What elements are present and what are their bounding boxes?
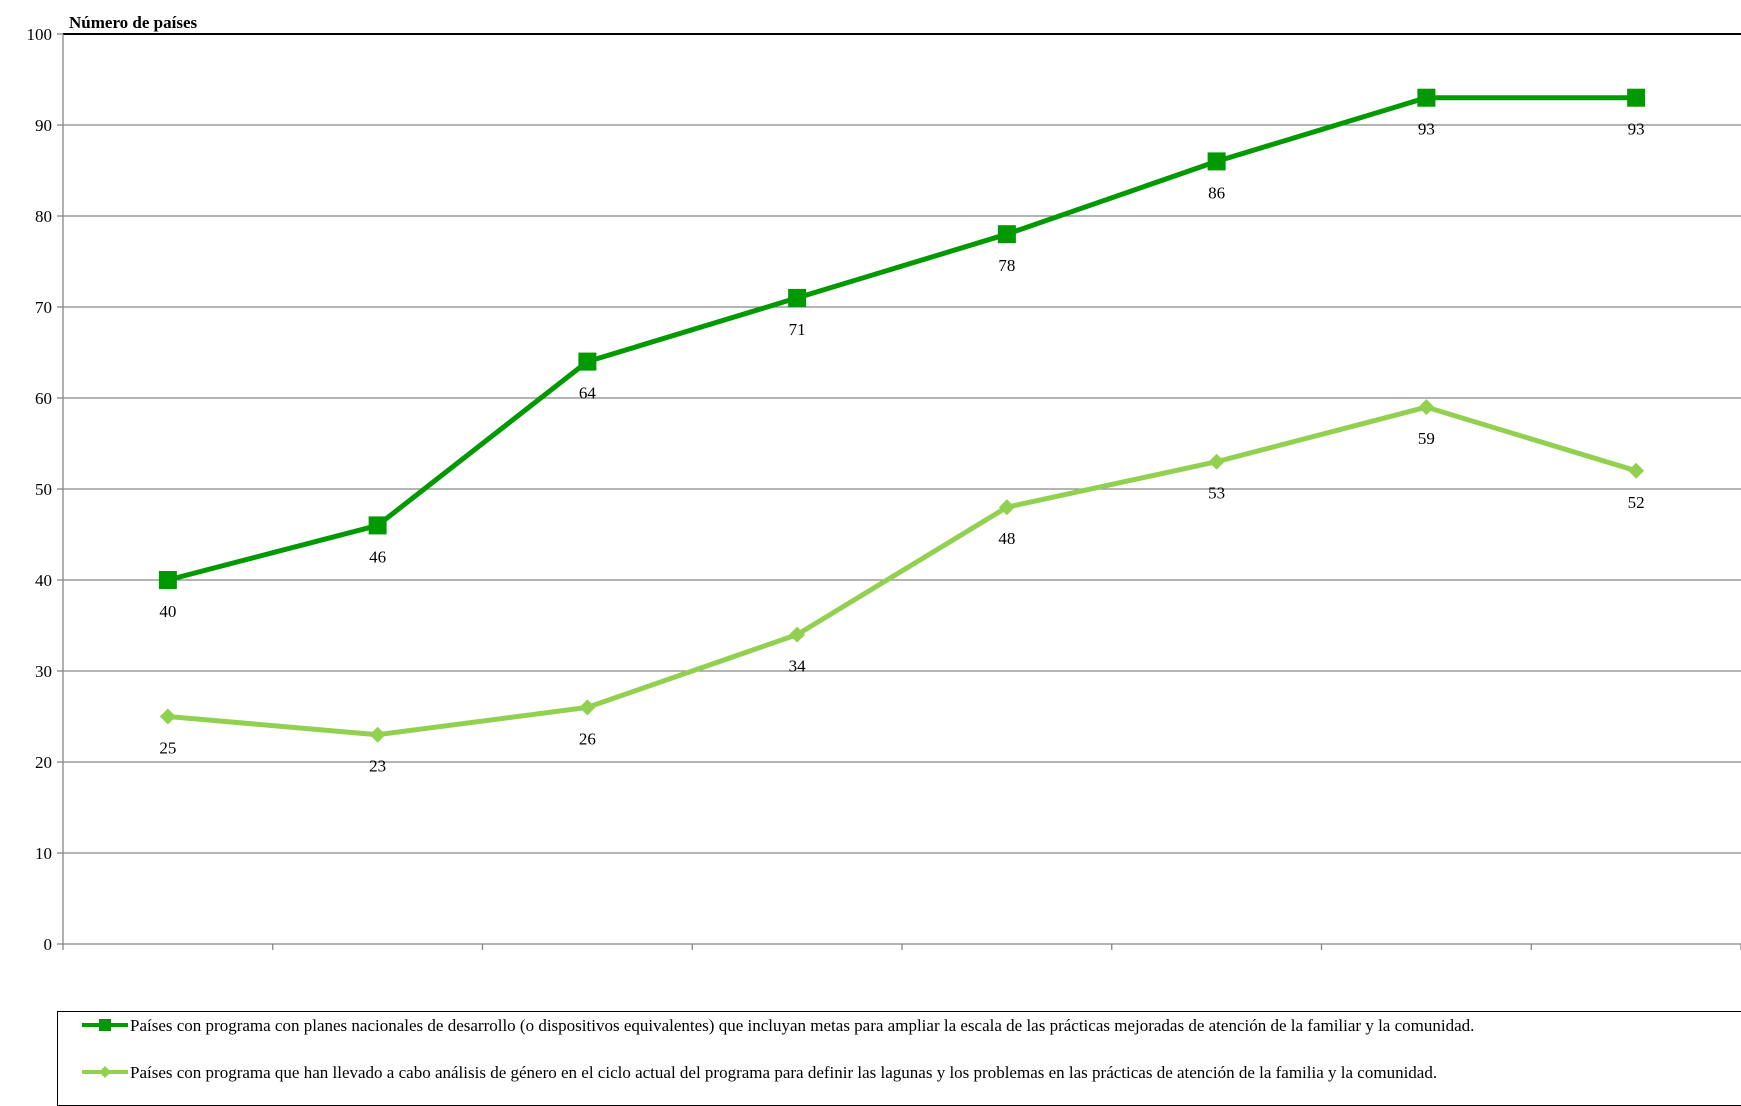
series-lines — [159, 89, 1645, 743]
data-label: 64 — [579, 384, 597, 403]
data-label: 71 — [789, 320, 806, 339]
series-line-1 — [168, 98, 1636, 580]
data-labels: 40 46 64 71 78 86 93 93 25 23 26 34 48 53 59 52 — [159, 120, 1644, 776]
legend-marker-diamond-icon — [80, 1064, 130, 1080]
data-label: 48 — [998, 529, 1015, 548]
data-point — [159, 571, 177, 589]
data-point — [1628, 463, 1644, 479]
data-label: 59 — [1418, 429, 1435, 448]
y-tick-label: 100 — [27, 25, 53, 44]
data-label: 23 — [369, 757, 386, 776]
data-label: 46 — [369, 547, 386, 566]
legend-label-1: Países con programa con planes nacionale… — [130, 1015, 1725, 1036]
y-tick-label: 0 — [44, 935, 53, 954]
data-point — [788, 289, 806, 307]
y-tick-label: 40 — [35, 571, 52, 590]
y-tick-label: 50 — [35, 480, 52, 499]
data-label: 86 — [1208, 183, 1225, 202]
data-point — [998, 225, 1016, 243]
chart-title: Número de países — [69, 13, 198, 32]
data-label: 78 — [998, 256, 1015, 275]
data-point — [160, 709, 176, 725]
data-label: 26 — [579, 729, 596, 748]
legend: Países con programa con planes nacionale… — [57, 1011, 1741, 1106]
y-tick-label: 80 — [35, 207, 52, 226]
y-tick-label: 90 — [35, 116, 52, 135]
y-tick-label: 30 — [35, 662, 52, 681]
line-chart: Número de países 0 10 20 30 40 50 60 70 80 90 100 2… — [0, 0, 1741, 960]
legend-marker-square-icon — [80, 1017, 130, 1033]
data-label: 93 — [1418, 120, 1435, 139]
y-tick-label: 70 — [35, 298, 52, 317]
data-point — [1417, 89, 1435, 107]
data-point — [1627, 89, 1645, 107]
data-point — [370, 727, 386, 743]
y-tick-label: 60 — [35, 389, 52, 408]
data-point — [579, 699, 595, 715]
data-label: 52 — [1628, 493, 1645, 512]
data-label: 34 — [789, 657, 807, 676]
axes: 0102030405060708090100200520062007200820… — [27, 25, 1741, 960]
y-tick-label: 10 — [35, 844, 52, 863]
data-point — [369, 516, 387, 534]
data-label: 53 — [1208, 484, 1225, 503]
data-point — [1208, 152, 1226, 170]
data-point — [1209, 454, 1225, 470]
y-tick-label: 20 — [35, 753, 52, 772]
data-label: 40 — [159, 602, 176, 621]
series-line-2 — [168, 407, 1636, 735]
legend-label-2: Países con programa que han llevado a ca… — [130, 1062, 1725, 1083]
data-point — [1418, 399, 1434, 415]
data-label: 93 — [1628, 120, 1645, 139]
data-label: 25 — [159, 739, 176, 758]
data-point — [578, 353, 596, 371]
